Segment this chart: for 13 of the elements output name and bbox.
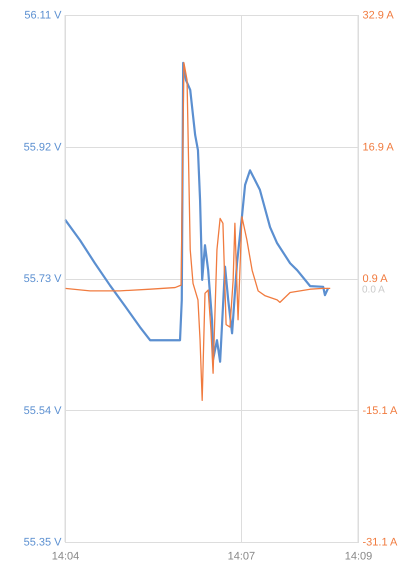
y-tick-label: 55.73 V [24, 273, 62, 285]
y2-tick-label: 16.9 A [362, 141, 394, 154]
x-tick-label: 14:04 [52, 550, 80, 562]
y-tick-label: 56.11 V [24, 10, 62, 22]
y2-tick-label: 0.9 A [362, 273, 388, 285]
x-tick-label: 14:09 [344, 550, 372, 562]
y-tick-label: 55.92 V [24, 141, 62, 154]
y2-tick-label: -31.1 A [362, 536, 398, 548]
y2-tick-label: 32.9 A [362, 10, 394, 22]
x-tick-label: 14:07 [228, 550, 256, 562]
y-tick-label: 55.54 V [24, 404, 62, 417]
y-tick-label: 55.35 V [24, 536, 62, 548]
y2-tick-label: -15.1 A [362, 404, 398, 417]
